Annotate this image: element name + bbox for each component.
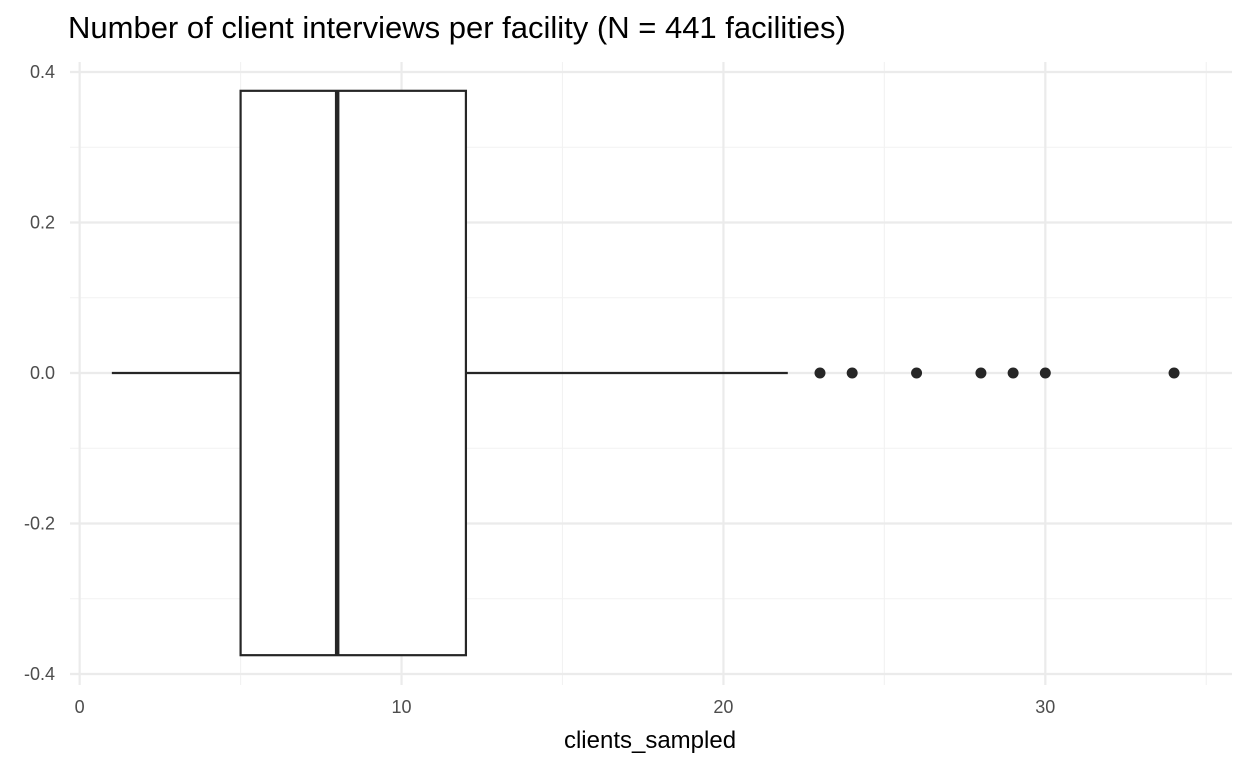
y-tick-label: -0.4 bbox=[24, 664, 55, 684]
outlier-point bbox=[975, 367, 987, 379]
y-tick-label: 0.2 bbox=[30, 213, 55, 233]
outlier-point bbox=[1039, 367, 1051, 379]
x-tick-label: 10 bbox=[392, 697, 412, 717]
outlier-point bbox=[911, 367, 923, 379]
x-axis-label: clients_sampled bbox=[564, 727, 736, 754]
outlier-point bbox=[1168, 367, 1180, 379]
chart-title: Number of client interviews per facility… bbox=[68, 10, 846, 45]
x-tick-label: 30 bbox=[1035, 697, 1055, 717]
y-tick-label: -0.2 bbox=[24, 514, 55, 534]
y-tick-label: 0.0 bbox=[30, 363, 55, 383]
y-axis-ticks: -0.4 -0.2 0.0 0.2 0.4 bbox=[24, 62, 55, 684]
outlier-point bbox=[846, 367, 858, 379]
box-iqr bbox=[239, 89, 468, 657]
x-axis-ticks: 0 10 20 30 bbox=[75, 697, 1056, 717]
x-tick-label: 20 bbox=[713, 697, 733, 717]
box-group bbox=[111, 89, 788, 657]
outlier-point bbox=[814, 367, 826, 379]
outliers bbox=[814, 367, 1180, 379]
x-tick-label: 0 bbox=[75, 697, 85, 717]
outlier-point bbox=[1007, 367, 1019, 379]
y-tick-label: 0.4 bbox=[30, 62, 55, 82]
